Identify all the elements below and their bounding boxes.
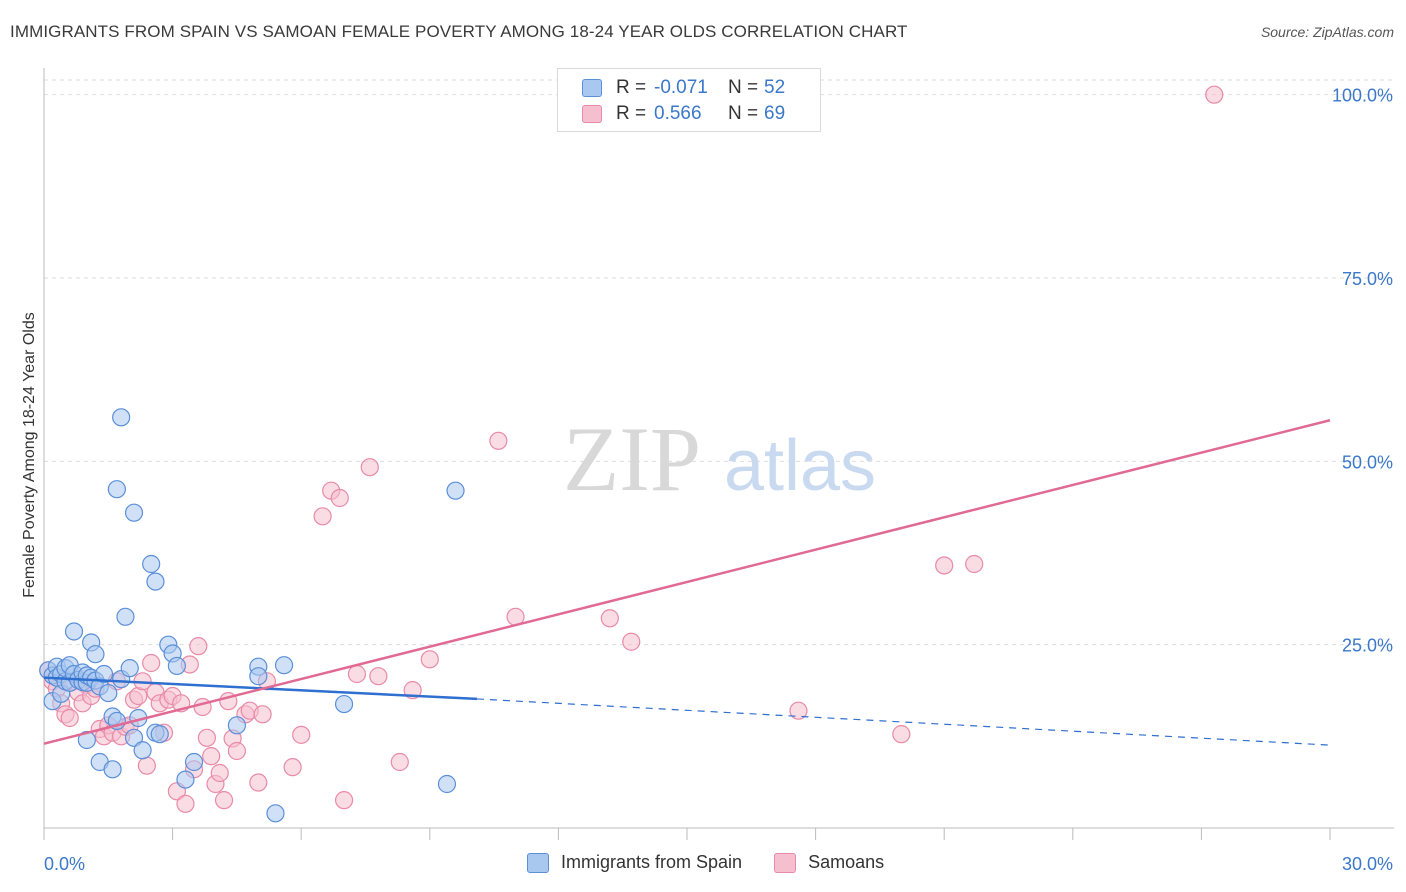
legend-row-spain: R = -0.071 N = 52	[582, 77, 785, 99]
spain-point	[167, 656, 186, 676]
spain-point	[77, 730, 96, 750]
samoan-point	[214, 791, 234, 810]
samoan-point	[137, 756, 156, 775]
y-tick-label: 75.0%	[1342, 269, 1393, 289]
trend-lines	[43, 419, 1331, 746]
samoan-point	[253, 705, 272, 724]
y-tick-label: 50.0%	[1342, 452, 1393, 472]
samoan-point	[789, 701, 808, 720]
legend-swatch-pink	[582, 105, 602, 123]
chart-source: Source: ZipAtlas.com	[1260, 24, 1394, 40]
samoan-point	[210, 763, 229, 783]
series-legend: Immigrants from Spain Samoans	[527, 852, 916, 873]
samoan-point	[202, 747, 221, 766]
spain-point	[249, 667, 268, 686]
spain-point	[150, 725, 169, 744]
spain-point	[227, 716, 246, 735]
y-axis-label: Female Poverty Among 18-24 Year Olds	[21, 312, 38, 598]
samoan-trend-line	[43, 419, 1331, 745]
chart-title: IMMIGRANTS FROM SPAIN VS SAMOAN FEMALE P…	[10, 22, 908, 41]
series-swatch-pink	[774, 852, 797, 873]
samoan-point	[292, 725, 311, 744]
series-name-spain: Immigrants from Spain	[561, 852, 743, 872]
y-tick-label: 100.0%	[1332, 86, 1393, 106]
legend-swatch-blue	[582, 79, 602, 97]
legend-row-samoans: R = 0.566 N = 69	[582, 103, 785, 125]
spain-point	[446, 481, 465, 500]
watermark-atlas: atlas	[724, 426, 876, 506]
spain-point	[86, 645, 105, 664]
samoan-point	[390, 752, 409, 772]
spain-point	[103, 760, 122, 779]
spain-point	[133, 741, 152, 760]
samoan-point	[622, 632, 641, 651]
spain-point	[437, 774, 457, 794]
x-tick-label: 30.0%	[1342, 854, 1393, 874]
spain-point	[146, 572, 165, 591]
axes	[43, 68, 1394, 840]
samoan-point	[142, 653, 161, 673]
legend-n-label: N =	[728, 77, 759, 98]
watermark: ZIP atlas	[563, 408, 876, 510]
samoan-point	[935, 556, 954, 575]
legend-r-value: -0.071	[654, 77, 708, 98]
samoan-point	[965, 554, 984, 574]
legend: R = -0.071 N = 52 R = 0.566 N = 69	[557, 68, 821, 132]
spain-point	[120, 659, 139, 678]
legend-r-label: R =	[616, 103, 647, 124]
spain-point	[94, 664, 114, 684]
y-tick-label: 25.0%	[1342, 636, 1393, 656]
tick-labels: 25.0% 50.0% 75.0% 100.0% 0.0% 30.0%	[44, 86, 1393, 874]
series-legend-spain: Immigrants from Spain	[527, 852, 742, 873]
legend-n-label: N =	[728, 103, 759, 124]
spain-point	[124, 728, 144, 747]
samoan-point	[892, 725, 911, 744]
x-tick-label: 0.0%	[44, 854, 85, 874]
spain-point	[116, 607, 135, 626]
series-name-samoans: Samoans	[808, 852, 885, 872]
samoan-point	[176, 794, 195, 813]
samoan-point	[489, 431, 508, 450]
spain-point	[176, 770, 195, 789]
spain-point	[112, 408, 131, 427]
samoan-point	[330, 488, 349, 508]
spain-point	[64, 622, 84, 641]
samoan-point	[600, 609, 619, 628]
samoan-point	[1205, 85, 1224, 104]
samoan-point	[60, 708, 79, 728]
spain-point	[99, 683, 118, 703]
samoan-point	[420, 650, 439, 669]
spain-point	[266, 804, 285, 823]
legend-r-label: R =	[616, 77, 647, 98]
watermark-zip: ZIP	[563, 408, 701, 510]
spain-point	[334, 694, 354, 714]
samoan-point	[249, 773, 268, 792]
legend-r-value: 0.566	[654, 103, 702, 124]
samoan-point	[347, 664, 367, 684]
samoan-point	[334, 791, 354, 810]
samoan-point	[313, 507, 332, 526]
legend-n-value: 69	[764, 103, 786, 124]
spain-point	[274, 656, 294, 675]
samoan-point	[360, 458, 379, 477]
samoan-point	[197, 728, 216, 747]
spain-point	[107, 480, 126, 499]
spain-points	[39, 408, 465, 823]
legend-n-value: 52	[764, 77, 786, 98]
spain-point	[124, 503, 144, 522]
spain-point	[142, 554, 161, 574]
series-swatch-blue	[527, 852, 549, 873]
samoan-point	[369, 667, 388, 686]
samoan-point	[227, 741, 246, 761]
samoan-point	[189, 637, 208, 656]
samoan-point	[283, 758, 302, 777]
spain-point	[184, 752, 204, 772]
series-legend-samoans: Samoans	[774, 852, 884, 873]
grid-lines	[44, 79, 1394, 646]
